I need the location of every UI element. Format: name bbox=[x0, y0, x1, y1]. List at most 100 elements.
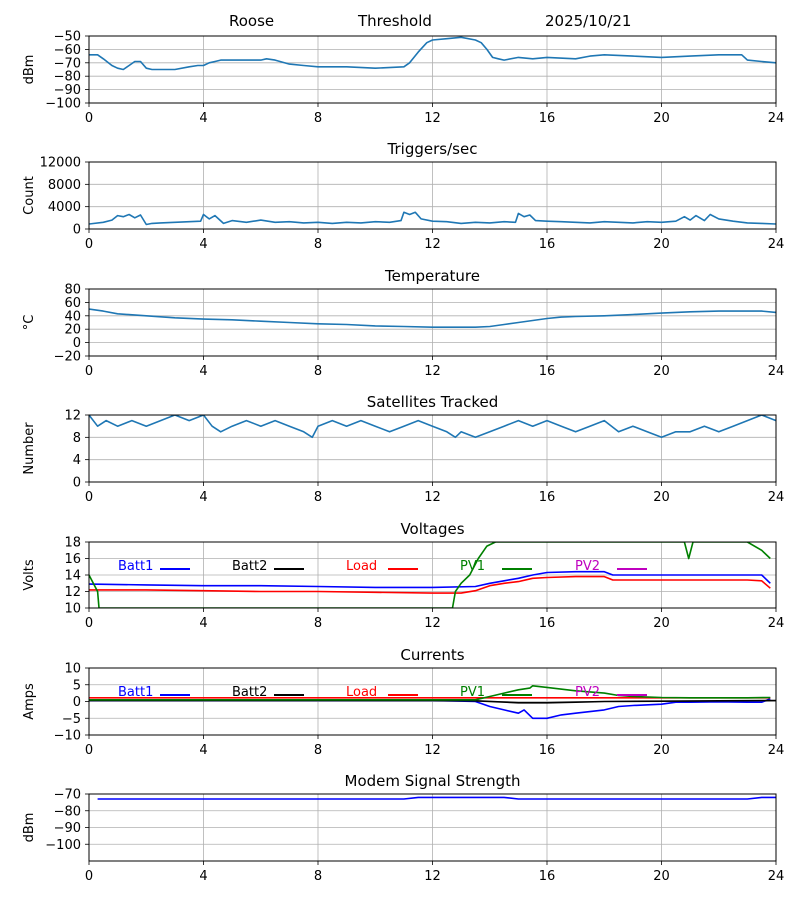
chart-title: Satellites Tracked bbox=[367, 393, 498, 411]
header-plot-kind: Threshold bbox=[358, 12, 432, 30]
y-tick-label: −60 bbox=[54, 43, 81, 58]
y-tick-label: 12000 bbox=[40, 156, 81, 171]
x-tick-label: 0 bbox=[85, 237, 93, 252]
x-tick-label: 12 bbox=[424, 111, 441, 126]
y-tick-label: 16 bbox=[64, 552, 81, 567]
x-tick-label: 4 bbox=[199, 869, 207, 884]
y-axis-label: dBm bbox=[22, 55, 37, 85]
y-tick-label: −100 bbox=[45, 97, 81, 112]
x-tick-label: 8 bbox=[314, 490, 322, 505]
series-line-batt2 bbox=[89, 699, 776, 704]
chart-panel-1: 0 4 8 12 16 20 24 −100−90−80−70−60−50 dBm bbox=[22, 30, 784, 127]
series-line-main bbox=[89, 211, 776, 226]
x-tick-label: 8 bbox=[314, 869, 322, 884]
x-tick-label: 0 bbox=[85, 869, 93, 884]
chart-panel-6: 0 4 8 12 16 20 24 −10 −5 0 510 Currents Amps Batt1 Bat… bbox=[22, 646, 784, 758]
x-tick-label: 16 bbox=[539, 237, 556, 252]
y-tick-label: 5 bbox=[73, 678, 81, 693]
x-tick-label: 12 bbox=[424, 237, 441, 252]
legend-label-batt1: Batt1 bbox=[118, 685, 153, 700]
y-tick-label: −70 bbox=[54, 56, 81, 71]
y-tick-label: −90 bbox=[54, 821, 81, 836]
legend-label-batt1: Batt1 bbox=[118, 559, 153, 574]
x-tick-label: 8 bbox=[314, 111, 322, 126]
axes-frame bbox=[88, 161, 777, 230]
x-tick-label: 12 bbox=[424, 490, 441, 505]
y-tick-label: −80 bbox=[54, 804, 81, 819]
chart-panel-7: 0 4 8 12 16 20 24 −100 −90 −80−70 Modem Signal Str… bbox=[22, 772, 784, 884]
y-tick-label: 4000 bbox=[48, 200, 81, 215]
y-tick-label: 40 bbox=[64, 309, 81, 324]
x-tick-label: 20 bbox=[653, 237, 670, 252]
x-tick-label: 0 bbox=[85, 111, 93, 126]
y-axis-label: dBm bbox=[22, 813, 37, 843]
y-tick-label: 12 bbox=[64, 585, 81, 600]
x-tick-label: 20 bbox=[653, 490, 670, 505]
x-tick-label: 8 bbox=[314, 237, 322, 252]
y-tick-label: 8 bbox=[73, 431, 81, 446]
x-tick-label: 0 bbox=[85, 490, 93, 505]
x-tick-label: 24 bbox=[768, 237, 785, 252]
chart-title: Temperature bbox=[384, 267, 480, 285]
y-axis-label: Amps bbox=[22, 683, 37, 720]
x-tick-label: 12 bbox=[424, 616, 441, 631]
y-axis-label: Count bbox=[22, 176, 37, 215]
legend-label-pv2: PV2 bbox=[575, 559, 600, 574]
x-tick-label: 4 bbox=[199, 237, 207, 252]
x-tick-label: 16 bbox=[539, 490, 556, 505]
y-tick-label: 0 bbox=[73, 476, 81, 491]
legend-label-pv2: PV2 bbox=[575, 685, 600, 700]
series-line-batt1 bbox=[89, 570, 771, 589]
x-tick-label: 4 bbox=[199, 490, 207, 505]
x-tick-label: 24 bbox=[768, 111, 785, 126]
legend-label-load: Load bbox=[346, 685, 377, 700]
legend-label-pv1: PV1 bbox=[460, 559, 485, 574]
y-tick-label: 18 bbox=[64, 536, 81, 551]
series-line-main bbox=[89, 415, 776, 439]
x-tick-label: 4 bbox=[199, 616, 207, 631]
axes-frame bbox=[88, 541, 777, 609]
x-tick-label: 24 bbox=[768, 616, 785, 631]
x-tick-label: 12 bbox=[424, 869, 441, 884]
x-tick-label: 20 bbox=[653, 616, 670, 631]
x-tick-label: 4 bbox=[199, 111, 207, 126]
x-tick-label: 0 bbox=[85, 364, 93, 379]
y-tick-label: 4 bbox=[73, 453, 81, 468]
y-tick-label: 14 bbox=[64, 569, 81, 584]
y-tick-label: −50 bbox=[54, 30, 81, 45]
chart-title: Modem Signal Strength bbox=[345, 772, 521, 790]
x-tick-label: 24 bbox=[768, 743, 785, 758]
legend-label-load: Load bbox=[346, 559, 377, 574]
legend-label-batt2: Batt2 bbox=[232, 685, 267, 700]
y-axis-label: °C bbox=[22, 315, 37, 331]
header-date: 2025/10/21 bbox=[545, 12, 632, 30]
chart-title: Voltages bbox=[400, 520, 464, 538]
x-tick-label: 12 bbox=[424, 364, 441, 379]
series-line-main bbox=[97, 796, 776, 800]
y-tick-label: 80 bbox=[64, 283, 81, 298]
x-tick-label: 20 bbox=[653, 743, 670, 758]
legend-label-batt2: Batt2 bbox=[232, 559, 267, 574]
y-tick-label: −90 bbox=[54, 83, 81, 98]
x-tick-label: 20 bbox=[653, 111, 670, 126]
y-tick-label: −5 bbox=[62, 712, 81, 727]
x-tick-label: 8 bbox=[314, 743, 322, 758]
chart-panel-2: 0 4 8 12 16 20 24 0 4000 8000 12000 Triggers/sec Cou… bbox=[22, 140, 784, 252]
axes-frame bbox=[88, 793, 777, 862]
x-tick-label: 16 bbox=[539, 743, 556, 758]
axes-frame bbox=[88, 667, 777, 736]
x-tick-label: 16 bbox=[539, 364, 556, 379]
series-line-main bbox=[89, 36, 776, 71]
y-tick-label: 12 bbox=[64, 409, 81, 424]
chart-title: Currents bbox=[400, 646, 464, 664]
y-tick-label: −100 bbox=[45, 838, 81, 853]
x-tick-label: 24 bbox=[768, 490, 785, 505]
y-tick-label: 0 bbox=[73, 695, 81, 710]
y-tick-label: −10 bbox=[54, 729, 81, 744]
y-tick-label: 10 bbox=[64, 662, 81, 677]
x-tick-label: 24 bbox=[768, 364, 785, 379]
y-tick-label: 20 bbox=[64, 323, 81, 338]
x-tick-label: 8 bbox=[314, 364, 322, 379]
